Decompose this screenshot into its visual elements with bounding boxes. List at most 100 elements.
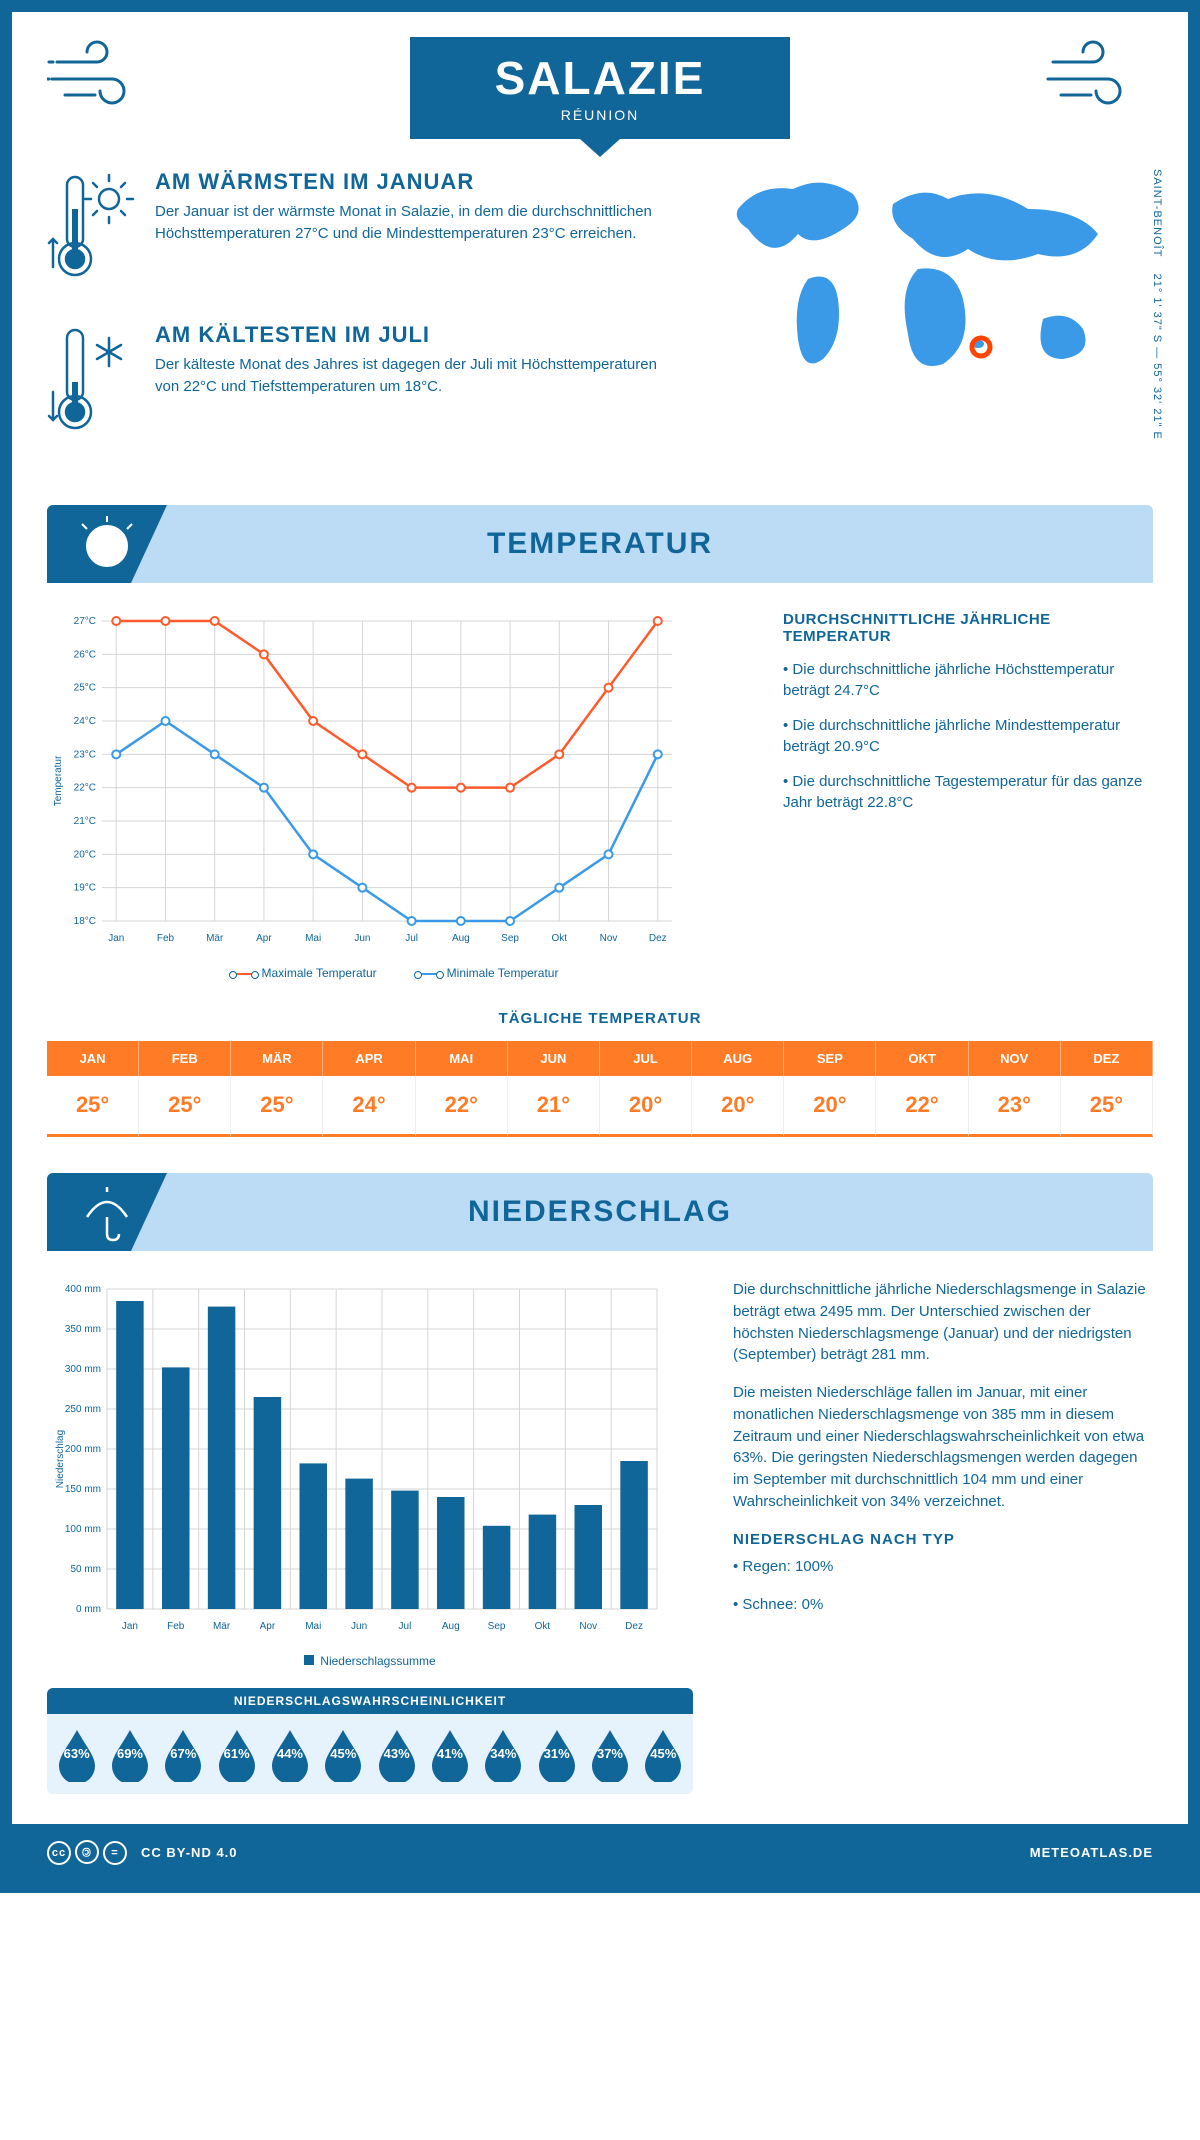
daily-month-header: SEP	[784, 1041, 876, 1076]
warmest-fact: AM WÄRMSTEN IM JANUAR Der Januar ist der…	[47, 169, 683, 294]
temp-bullet: • Die durchschnittliche Tagestemperatur …	[783, 771, 1153, 813]
precip-prob-drop: 44%MAI	[264, 1726, 315, 1782]
precip-type-title: NIEDERSCHLAG NACH TYP	[733, 1529, 1153, 1551]
svg-text:Mai: Mai	[305, 1621, 321, 1632]
svg-text:Aug: Aug	[452, 933, 470, 944]
daily-temp-value: 25°	[139, 1076, 231, 1137]
world-map: SAINT-BENOÎT 21° 1' 37" S — 55° 32' 21" …	[713, 169, 1153, 475]
temperature-title: TEMPERATUR	[69, 527, 1131, 561]
coordinates: SAINT-BENOÎT 21° 1' 37" S — 55° 32' 21" …	[1151, 169, 1163, 440]
svg-text:Jun: Jun	[351, 1621, 367, 1632]
svg-text:Temperatur: Temperatur	[53, 755, 64, 806]
prob-title: NIEDERSCHLAGSWAHRSCHEINLICHKEIT	[47, 1688, 693, 1714]
title-banner: SALAZIE RÉUNION	[410, 37, 790, 139]
page-title: SALAZIE	[480, 51, 720, 105]
precip-prob-drop: 69%FEB	[104, 1726, 155, 1782]
precip-title: NIEDERSCHLAG	[69, 1195, 1131, 1229]
thermometer-sun-icon	[47, 169, 137, 294]
daily-month-header: JUL	[600, 1041, 692, 1076]
daily-temp-value: 20°	[784, 1076, 876, 1137]
precip-probability-box: NIEDERSCHLAGSWAHRSCHEINLICHKEIT 63%JAN69…	[47, 1688, 693, 1794]
intro-section: AM WÄRMSTEN IM JANUAR Der Januar ist der…	[47, 169, 1153, 475]
daily-month-header: APR	[323, 1041, 415, 1076]
daily-temp-table: JANFEBMÄRAPRMAIJUNJULAUGSEPOKTNOVDEZ25°2…	[47, 1041, 1153, 1137]
precip-para: Die meisten Niederschläge fallen im Janu…	[733, 1382, 1153, 1513]
svg-text:Jan: Jan	[122, 1621, 138, 1632]
precip-prob-drop: 34%SEP	[478, 1726, 529, 1782]
svg-text:Feb: Feb	[157, 933, 175, 944]
svg-text:Aug: Aug	[442, 1621, 460, 1632]
daily-temp-value: 20°	[600, 1076, 692, 1137]
daily-month-header: FEB	[139, 1041, 231, 1076]
svg-text:300 mm: 300 mm	[65, 1364, 101, 1375]
precip-prob-drop: 43%JUL	[371, 1726, 422, 1782]
svg-text:24°C: 24°C	[74, 716, 96, 727]
precip-prob-drop: 61%APR	[211, 1726, 262, 1782]
precip-prob-drop: 63%JAN	[51, 1726, 102, 1782]
svg-text:19°C: 19°C	[74, 883, 96, 894]
svg-text:Feb: Feb	[167, 1621, 185, 1632]
site-name: METEOATLAS.DE	[1030, 1845, 1153, 1860]
daily-month-header: JUN	[508, 1041, 600, 1076]
svg-text:Mär: Mär	[213, 1621, 231, 1632]
svg-text:200 mm: 200 mm	[65, 1444, 101, 1455]
daily-month-header: NOV	[969, 1041, 1061, 1076]
svg-text:Jul: Jul	[399, 1621, 412, 1632]
precip-prob-drop: 37%NOV	[584, 1726, 635, 1782]
svg-text:Jul: Jul	[405, 933, 418, 944]
svg-text:250 mm: 250 mm	[65, 1404, 101, 1415]
temperature-legend: Maximale Temperatur Minimale Temperatur	[47, 966, 743, 980]
precip-type-bullet: • Schnee: 0%	[733, 1594, 1153, 1616]
svg-text:Dez: Dez	[625, 1621, 643, 1632]
page-subtitle: RÉUNION	[480, 107, 720, 123]
svg-text:Jun: Jun	[354, 933, 370, 944]
daily-temp-value: 23°	[969, 1076, 1061, 1137]
svg-text:150 mm: 150 mm	[65, 1484, 101, 1495]
precip-description: Die durchschnittliche jährliche Niedersc…	[733, 1279, 1153, 1794]
cc-icons: cc🄯=	[47, 1840, 131, 1865]
svg-text:23°C: 23°C	[74, 749, 96, 760]
svg-text:Nov: Nov	[600, 933, 618, 944]
svg-text:Mär: Mär	[206, 933, 224, 944]
svg-text:100 mm: 100 mm	[65, 1524, 101, 1535]
daily-month-header: MÄR	[231, 1041, 323, 1076]
svg-text:Sep: Sep	[501, 933, 519, 944]
precip-section-header: NIEDERSCHLAG	[47, 1173, 1153, 1251]
precip-prob-drop: 67%MÄR	[158, 1726, 209, 1782]
daily-month-header: JAN	[47, 1041, 139, 1076]
precip-para: Die durchschnittliche jährliche Niedersc…	[733, 1279, 1153, 1366]
svg-text:50 mm: 50 mm	[70, 1564, 101, 1575]
svg-text:25°C: 25°C	[74, 683, 96, 694]
sun-icon	[47, 505, 167, 583]
svg-text:400 mm: 400 mm	[65, 1284, 101, 1295]
umbrella-icon	[47, 1173, 167, 1251]
daily-month-header: MAI	[416, 1041, 508, 1076]
temperature-chart: 18°C19°C20°C21°C22°C23°C24°C25°C26°C27°C…	[47, 611, 743, 980]
daily-temp-value: 25°	[231, 1076, 323, 1137]
svg-text:350 mm: 350 mm	[65, 1324, 101, 1335]
svg-text:Jan: Jan	[108, 933, 124, 944]
svg-text:Nov: Nov	[579, 1621, 597, 1632]
warmest-text: Der Januar ist der wärmste Monat in Sala…	[155, 201, 683, 245]
coldest-title: AM KÄLTESTEN IM JULI	[155, 322, 683, 348]
precip-type-bullet: • Regen: 100%	[733, 1556, 1153, 1578]
temp-bullet: • Die durchschnittliche jährliche Höchst…	[783, 659, 1153, 701]
coldest-text: Der kälteste Monat des Jahres ist dagege…	[155, 354, 683, 398]
precip-prob-drop: 31%OKT	[531, 1726, 582, 1782]
wind-icon	[47, 37, 157, 122]
wind-icon	[1043, 37, 1153, 122]
temperature-section-header: TEMPERATUR	[47, 505, 1153, 583]
svg-text:Apr: Apr	[260, 1621, 276, 1632]
precip-prob-drop: 45%JUN	[318, 1726, 369, 1782]
thermometer-snow-icon	[47, 322, 137, 447]
daily-temp-title: TÄGLICHE TEMPERATUR	[47, 1010, 1153, 1027]
daily-temp-value: 20°	[692, 1076, 784, 1137]
daily-temp-value: 22°	[416, 1076, 508, 1137]
precip-chart: 0 mm50 mm100 mm150 mm200 mm250 mm300 mm3…	[47, 1279, 693, 1668]
daily-month-header: OKT	[876, 1041, 968, 1076]
temp-facts-title: DURCHSCHNITTLICHE JÄHRLICHE TEMPERATUR	[783, 611, 1153, 645]
daily-month-header: DEZ	[1061, 1041, 1153, 1076]
svg-text:22°C: 22°C	[74, 783, 96, 794]
temp-bullet: • Die durchschnittliche jährliche Mindes…	[783, 715, 1153, 757]
precip-legend: Niederschlagssumme	[47, 1654, 693, 1668]
